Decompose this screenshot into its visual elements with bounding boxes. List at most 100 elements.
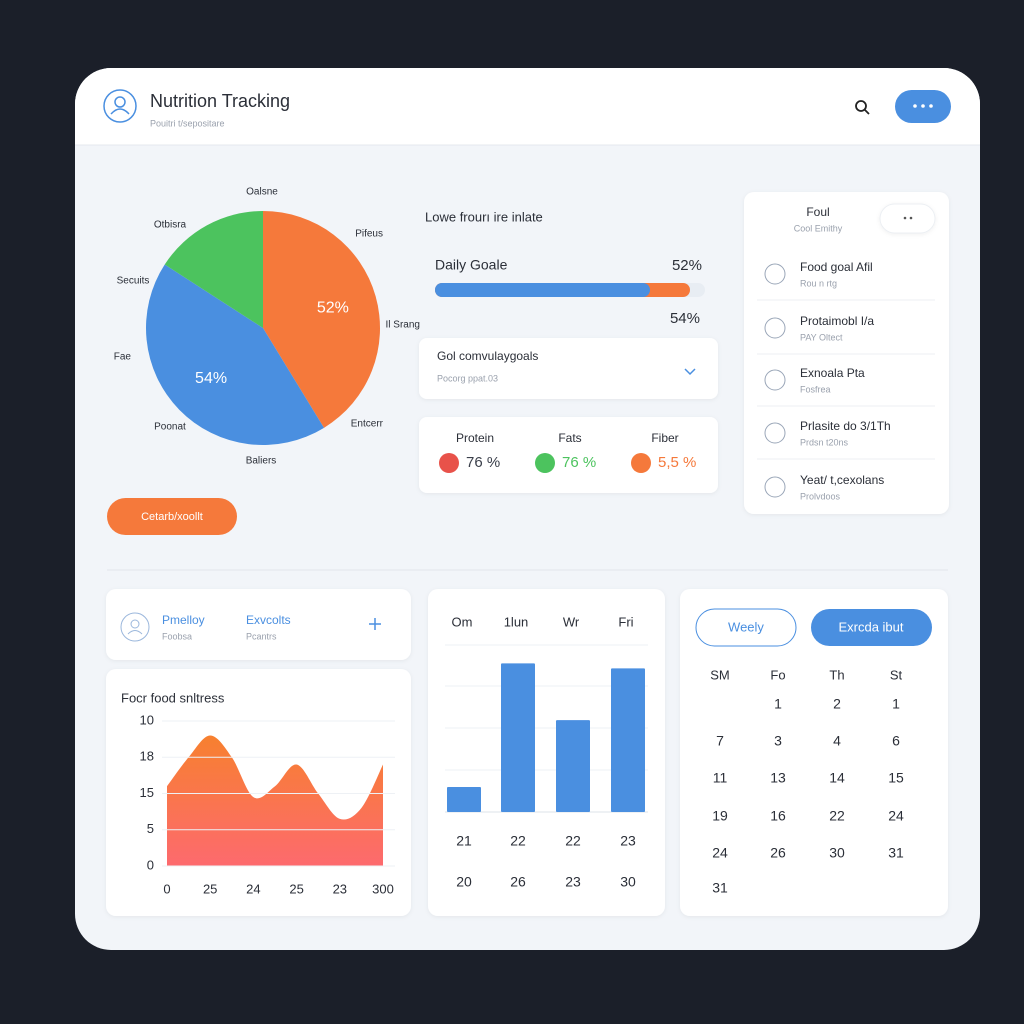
app-title: Nutrition Tracking xyxy=(150,91,290,111)
item-subtitle: Fosfrea xyxy=(800,384,831,394)
pie-annotation: Secuits xyxy=(117,276,150,287)
bar-bottom-label: 22 xyxy=(510,833,526,849)
macro-name: Fats xyxy=(558,431,581,445)
bar-bottom-label: 21 xyxy=(456,833,472,849)
item-title: Yeat/ t,cexolans xyxy=(800,473,884,487)
calendar-card xyxy=(680,589,948,916)
pie-label: 54% xyxy=(195,370,227,387)
calendar-day: 22 xyxy=(829,808,845,824)
calendar-day: 7 xyxy=(716,733,724,749)
item-icon xyxy=(764,422,786,444)
calendar-day: 24 xyxy=(888,808,904,824)
goal-title: Daily Goale xyxy=(435,257,508,273)
macro-dot xyxy=(631,453,651,473)
weekday: St xyxy=(890,667,903,682)
y-tick-label: 0 xyxy=(147,857,154,872)
pie-slice xyxy=(263,211,380,428)
macro-value: 76 % xyxy=(562,454,596,471)
dropdown-title: Gol comvulaygoals xyxy=(437,349,538,363)
sidebar-subtitle: Cool Emithy xyxy=(794,223,843,233)
bar-bottom-label: 23 xyxy=(565,874,581,890)
y-tick-label: 5 xyxy=(147,821,154,836)
bar-bottom-label: 26 xyxy=(510,874,526,890)
dropdown-subtitle: Pocorg ppat.03 xyxy=(437,373,498,383)
bar-category: Om xyxy=(452,614,473,629)
pie-annotation: Pifeus xyxy=(355,229,383,240)
calendar-day: 24 xyxy=(712,845,728,861)
macro-name: Fiber xyxy=(651,431,678,445)
extra-button[interactable] xyxy=(811,609,932,646)
calendar-day: 31 xyxy=(712,880,728,896)
tabs-card xyxy=(106,589,411,660)
bar-card xyxy=(428,589,665,916)
weekday: Fo xyxy=(770,667,785,682)
item-subtitle: PAY Oltect xyxy=(800,332,843,342)
item-subtitle: Prdsn t20ns xyxy=(800,437,849,447)
weekday: Th xyxy=(829,667,844,682)
x-tick-label: 25 xyxy=(203,881,217,896)
goals-heading: Lowe frourı ire inlate xyxy=(425,209,543,224)
calendar-day: 11 xyxy=(713,770,728,786)
weekly-button[interactable] xyxy=(695,608,797,647)
bar xyxy=(556,720,590,812)
macro-name: Protein xyxy=(456,431,494,445)
bar-category: 1lun xyxy=(504,614,529,629)
action-button-label: Cetarb/xoollt xyxy=(141,511,203,523)
x-tick-label: 23 xyxy=(333,881,347,896)
pie-annotation: Entcerr xyxy=(351,419,384,430)
bar-category: Wr xyxy=(563,614,580,629)
bar xyxy=(611,668,645,812)
macro-value: 76 % xyxy=(466,454,500,471)
item-icon xyxy=(764,263,786,285)
macro-dot xyxy=(439,453,459,473)
button-dot xyxy=(909,216,913,220)
pie-annotation: Oalsne xyxy=(246,187,278,198)
x-tick-label: 24 xyxy=(246,881,260,896)
calendar-day: 31 xyxy=(888,845,904,861)
tab-title: Pmelloy xyxy=(162,613,205,627)
area-title: Focr food snltress xyxy=(121,690,225,705)
goal-sub-value: 54% xyxy=(670,310,700,327)
calendar-day: 30 xyxy=(829,845,845,861)
dropdown[interactable] xyxy=(419,338,718,399)
calendar-day: 6 xyxy=(892,733,900,749)
avatar-head xyxy=(114,96,126,108)
sidebar xyxy=(744,192,949,514)
item-icon xyxy=(764,317,786,339)
pie-annotation: Otbisra xyxy=(154,220,187,231)
progress-fill xyxy=(435,283,650,297)
calendar-day: 26 xyxy=(770,845,786,861)
item-title: Protaimobl I/a xyxy=(800,314,874,328)
header-bar xyxy=(75,68,980,145)
bar-bottom-label: 22 xyxy=(565,833,581,849)
calendar-day: 1 xyxy=(892,696,900,712)
goal-value: 52% xyxy=(672,257,702,274)
macro-dot xyxy=(535,453,555,473)
x-tick-label: 25 xyxy=(289,881,303,896)
avatar[interactable] xyxy=(103,89,137,123)
search-icon[interactable] xyxy=(855,100,867,112)
menu-dot xyxy=(929,104,933,108)
avatar-body xyxy=(110,108,130,115)
calendar-day: 1 xyxy=(774,696,782,712)
menu-dot xyxy=(913,104,917,108)
search-handle xyxy=(864,109,870,115)
y-tick-label: 18 xyxy=(140,749,154,764)
item-title: Prlasite do 3/1Th xyxy=(800,419,891,433)
pie-label: 52% xyxy=(317,300,349,317)
area xyxy=(167,735,383,866)
tab-avatar-head xyxy=(130,619,140,629)
calendar-day: 15 xyxy=(888,770,904,786)
calendar-day: 3 xyxy=(774,733,782,749)
pie-annotation: Baliers xyxy=(246,456,277,467)
calendar-day: 19 xyxy=(712,808,728,824)
bar-bottom-label: 20 xyxy=(456,874,472,890)
item-title: Exnoala Pta xyxy=(800,366,865,380)
item-subtitle: Prolvdoos xyxy=(800,491,841,501)
y-tick-label: 10 xyxy=(140,712,154,727)
sidebar-button[interactable] xyxy=(879,203,936,234)
bar xyxy=(447,786,481,812)
action-button[interactable] xyxy=(107,498,237,535)
sidebar-title: Foul xyxy=(806,205,829,219)
